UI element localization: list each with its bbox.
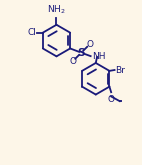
Text: NH: NH	[92, 52, 106, 62]
Text: Cl: Cl	[27, 28, 36, 37]
Text: NH$_2$: NH$_2$	[47, 4, 66, 16]
Text: Br: Br	[115, 66, 125, 75]
Text: O: O	[108, 95, 115, 104]
Text: O: O	[69, 57, 76, 66]
Text: O: O	[86, 40, 93, 49]
Text: S: S	[78, 48, 85, 58]
